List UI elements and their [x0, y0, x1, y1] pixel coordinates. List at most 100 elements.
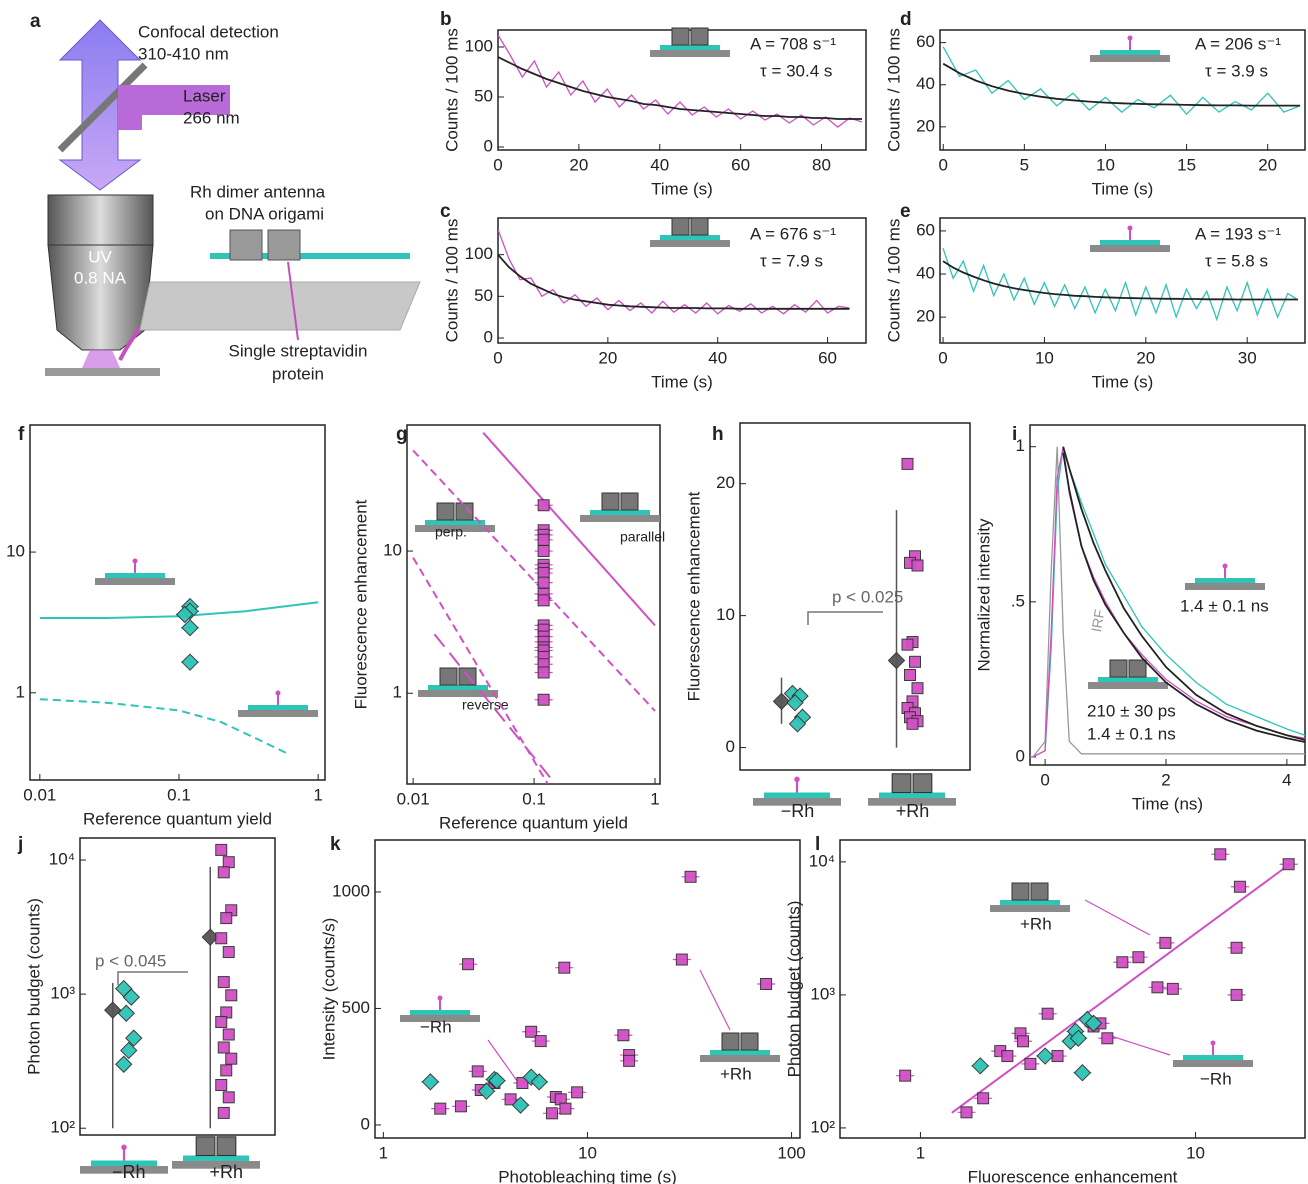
y-tick-label: 1 — [393, 683, 402, 702]
icon-base — [990, 905, 1070, 912]
x-axis-label: Photobleaching time (s) — [498, 1167, 677, 1184]
x-tick-label: 10 — [578, 1143, 597, 1162]
icon-strip — [1000, 900, 1060, 905]
square-marker — [537, 693, 550, 706]
x-tick-label: 20 — [1136, 348, 1155, 367]
x-tick-label: 20 — [569, 155, 588, 174]
annotation: τ = 3.9 s — [1205, 61, 1268, 80]
square-marker — [559, 1102, 572, 1115]
icon-strip — [710, 1050, 770, 1055]
square-marker — [1101, 1032, 1114, 1045]
x-tick-label: +Rh — [896, 801, 930, 821]
icon — [868, 773, 956, 806]
icon-pin-head — [121, 1144, 127, 1151]
square-marker — [1230, 988, 1243, 1001]
x-tick-label: 0.1 — [167, 785, 191, 804]
x-axis-label: Time (s) — [1092, 372, 1154, 391]
diamond-marker — [115, 1055, 133, 1073]
diamond-marker — [1073, 1064, 1092, 1082]
square-marker — [1041, 1007, 1054, 1020]
data-line — [942, 62, 1301, 107]
annotation: τ = 7.9 s — [760, 251, 823, 270]
y-tick-label: 100 — [465, 244, 493, 263]
x-tick-label: 100 — [777, 1143, 805, 1162]
diamond-marker — [125, 1029, 143, 1047]
icon-cube — [671, 27, 690, 46]
diamond-marker — [181, 619, 199, 637]
x-tick-label: 1 — [313, 785, 322, 804]
detection-range: 310-410 nm — [138, 44, 229, 63]
icon-pin-head — [794, 776, 800, 783]
diamond-marker — [788, 715, 807, 733]
icon-cube — [690, 27, 709, 46]
square-marker — [1024, 1057, 1037, 1070]
annotation: A = 708 s⁻¹ — [750, 34, 836, 53]
square-marker — [471, 1065, 484, 1078]
x-axis-label: Reference quantum yield — [439, 813, 628, 832]
data-line — [412, 557, 549, 784]
x-tick-label: 20 — [1258, 155, 1277, 174]
square-marker — [215, 1079, 228, 1092]
laser-beam — [118, 85, 230, 130]
data-line — [942, 46, 1301, 116]
x-tick-label: 2 — [1161, 770, 1170, 789]
icon-strip — [91, 1160, 157, 1166]
panel-label: g — [396, 424, 408, 445]
icon — [172, 1136, 260, 1169]
square-marker — [911, 559, 924, 572]
diamond-marker — [530, 1073, 548, 1091]
square-marker — [217, 866, 230, 879]
y-axis-label: Fluorescence enhancement — [351, 499, 370, 709]
panel-label: e — [900, 201, 911, 222]
square-marker — [558, 961, 571, 974]
y-tick-label: 20 — [716, 473, 735, 492]
x-tick-label: 10 — [1186, 1143, 1205, 1162]
data-line — [942, 260, 1298, 301]
square-marker — [1166, 982, 1179, 995]
square-marker — [1017, 1035, 1030, 1048]
focus — [82, 350, 120, 368]
y-tick-label: 0 — [484, 327, 493, 346]
x-tick-label: 1 — [650, 789, 659, 808]
square-marker — [760, 977, 773, 990]
square-marker — [215, 843, 228, 856]
icon-base — [650, 50, 730, 57]
antenna-label: on DNA origami — [205, 204, 324, 223]
plot-frame — [739, 422, 971, 771]
icon-pin-head — [1222, 563, 1228, 569]
x-tick-label: 60 — [731, 155, 750, 174]
square-marker — [684, 870, 697, 883]
icon-strip — [764, 792, 830, 798]
icon-pin-head — [437, 995, 443, 1001]
y-tick-label: 50 — [474, 86, 493, 105]
y-axis-label: Photon budget (counts) — [784, 901, 803, 1078]
square-marker — [623, 1054, 636, 1067]
icon-strip — [410, 1010, 470, 1015]
square-marker — [222, 856, 235, 869]
square-marker — [537, 545, 550, 558]
diamond-marker — [511, 1096, 530, 1114]
diamond-marker — [1084, 1014, 1103, 1033]
dichroic-mirror — [57, 62, 148, 153]
x-tick-label: −Rh — [781, 801, 815, 821]
icon — [1090, 225, 1170, 252]
y-tick-label: 40 — [916, 74, 935, 93]
rh-cube — [229, 229, 263, 261]
y-axis-label: Counts / 100 ms — [442, 28, 461, 152]
data-line — [412, 449, 656, 712]
x-tick-label: 0 — [1040, 770, 1049, 789]
icon — [650, 27, 730, 57]
annotation: 1.4 ± 0.1 ns — [1087, 724, 1176, 743]
annotation: IRF — [1088, 608, 1108, 633]
annotation: parallel — [620, 529, 665, 545]
annotation: A = 193 s⁻¹ — [1195, 224, 1281, 243]
mean-marker — [772, 692, 791, 711]
mean-marker — [887, 651, 906, 670]
icon — [418, 667, 498, 697]
origami-strip — [210, 253, 410, 259]
icon-cube — [1011, 882, 1030, 901]
square-marker — [1151, 981, 1164, 994]
y-tick-label: 10² — [50, 1118, 75, 1137]
icon-strip — [660, 235, 720, 240]
